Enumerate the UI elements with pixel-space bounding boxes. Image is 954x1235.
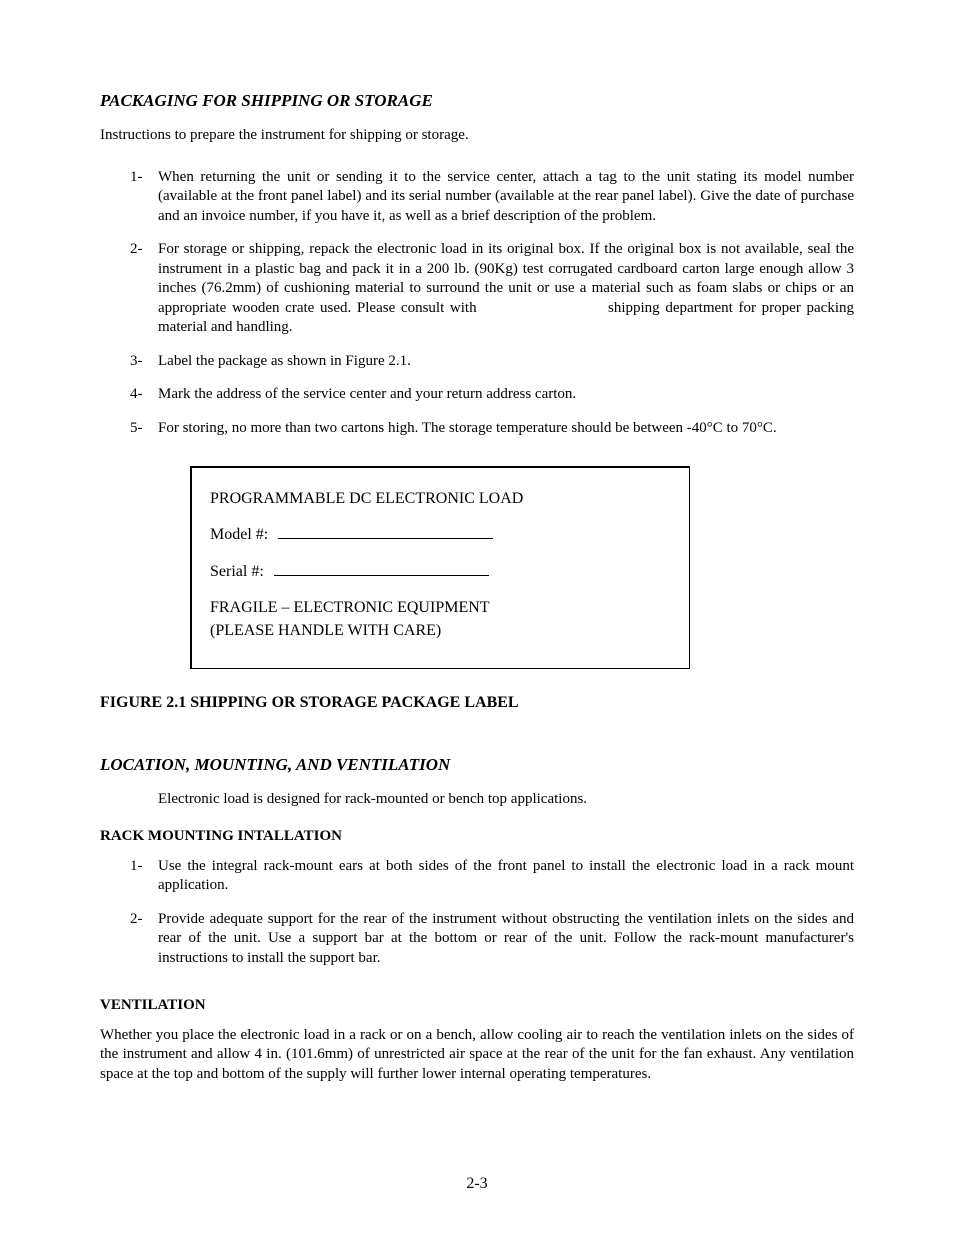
rack-heading: RACK MOUNTING INTALLATION [100, 827, 854, 847]
list-item: 1- When returning the unit or sending it… [100, 168, 854, 227]
item-text: Use the integral rack-mount ears at both… [158, 858, 854, 894]
ventilation-body: Whether you place the electronic load in… [100, 1026, 854, 1085]
list-item: 4- Mark the address of the service cente… [100, 385, 854, 405]
label-model-blank [278, 538, 493, 539]
list-item: 3- Label the package as shown in Figure … [100, 352, 854, 372]
item-text: Provide adequate support for the rear of… [158, 911, 854, 966]
page-number: 2-3 [0, 1174, 954, 1195]
list-item: 1- Use the integral rack-mount ears at b… [100, 857, 854, 896]
label-fragile: FRAGILE – ELECTRONIC EQUIPMENT (PLEASE H… [210, 597, 671, 642]
item-text: Label the package as shown in Figure 2.1… [158, 353, 411, 369]
figure-caption: FIGURE 2.1 SHIPPING OR STORAGE PACKAGE L… [100, 693, 854, 714]
label-title: PROGRAMMABLE DC ELECTRONIC LOAD [210, 484, 671, 514]
item-number: 2- [130, 240, 143, 260]
label-serial-blank [274, 575, 489, 576]
rack-list: 1- Use the integral rack-mount ears at b… [100, 857, 854, 969]
section2-title: LOCATION, MOUNTING, AND VENTILATION [100, 754, 854, 776]
label-fragile-2: (PLEASE HANDLE WITH CARE) [210, 622, 441, 639]
item-number: 3- [130, 352, 143, 372]
label-serial-text: Serial #: [210, 563, 264, 580]
item-text: For storing, no more than two cartons hi… [158, 420, 777, 436]
item-number: 4- [130, 385, 143, 405]
packaging-list: 1- When returning the unit or sending it… [100, 168, 854, 439]
document-page: PACKAGING FOR SHIPPING OR STORAGE Instru… [0, 0, 954, 1235]
ventilation-heading: VENTILATION [100, 996, 854, 1016]
item-number: 2- [130, 910, 143, 930]
item-number: 1- [130, 857, 143, 877]
item-number: 5- [130, 419, 143, 439]
label-fragile-1: FRAGILE – ELECTRONIC EQUIPMENT [210, 599, 490, 616]
list-item: 5- For storing, no more than two cartons… [100, 419, 854, 439]
list-item: 2- Provide adequate support for the rear… [100, 910, 854, 969]
section2-intro: Electronic load is designed for rack-mou… [158, 790, 854, 810]
item-text: Mark the address of the service center a… [158, 386, 576, 402]
list-item: 2- For storage or shipping, repack the e… [100, 240, 854, 338]
section1-title: PACKAGING FOR SHIPPING OR STORAGE [100, 90, 854, 112]
item-number: 1- [130, 168, 143, 188]
shipping-label-box: PROGRAMMABLE DC ELECTRONIC LOAD Model #:… [190, 466, 690, 669]
label-model-text: Model #: [210, 526, 268, 543]
label-model-row: Model #: [210, 520, 671, 550]
label-serial-row: Serial #: [210, 557, 671, 587]
item-text: When returning the unit or sending it to… [158, 169, 854, 224]
section1-intro: Instructions to prepare the instrument f… [100, 126, 854, 146]
